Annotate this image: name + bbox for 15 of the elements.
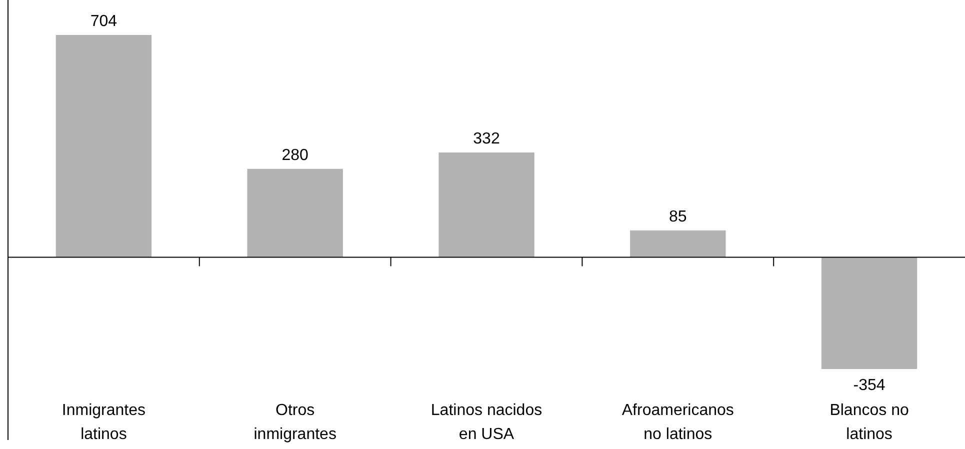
- bar: [821, 257, 918, 369]
- bar: [247, 168, 343, 258]
- data-label: 280: [282, 146, 309, 164]
- x-tick-label: Inmigrantes latinos: [62, 402, 146, 443]
- x-tick-label: Afroamericanos no latinos: [622, 402, 734, 443]
- bar: [438, 152, 534, 258]
- data-label: -354: [853, 377, 886, 394]
- x-tick-label: Latinos nacidos en USA: [430, 402, 542, 443]
- bar: [630, 230, 726, 258]
- bar: [56, 35, 152, 258]
- data-label: 85: [669, 208, 687, 226]
- data-label: 332: [473, 130, 500, 148]
- x-tick-label: Blancos no latinos: [830, 402, 909, 443]
- data-label: 704: [90, 13, 118, 30]
- x-tick-label: Otros inmigrantes: [254, 402, 336, 443]
